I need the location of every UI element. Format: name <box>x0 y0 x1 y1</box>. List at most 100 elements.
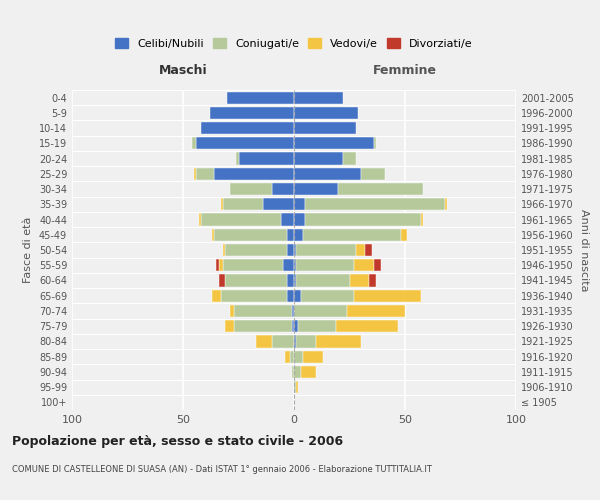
Bar <box>296 381 298 393</box>
Bar <box>296 259 354 272</box>
Bar <box>287 244 294 256</box>
Bar <box>294 228 303 241</box>
Bar <box>296 244 356 256</box>
Bar <box>225 274 287 286</box>
Bar <box>349 274 370 286</box>
Bar <box>192 137 196 149</box>
Bar <box>223 198 263 210</box>
Bar <box>347 305 405 317</box>
Bar <box>201 122 294 134</box>
Bar <box>223 244 225 256</box>
Bar <box>196 168 214 180</box>
Bar <box>234 305 292 317</box>
Y-axis label: Anni di nascita: Anni di nascita <box>579 209 589 291</box>
Bar <box>316 336 361 347</box>
Bar <box>292 320 294 332</box>
Bar <box>445 198 447 210</box>
Bar <box>301 366 316 378</box>
Bar <box>303 228 401 241</box>
Bar <box>225 244 287 256</box>
Bar <box>336 320 398 332</box>
Bar <box>199 214 201 226</box>
Bar <box>287 274 294 286</box>
Text: Maschi: Maschi <box>158 64 208 77</box>
Bar <box>421 214 423 226</box>
Bar <box>298 320 336 332</box>
Bar <box>365 244 372 256</box>
Bar <box>212 290 221 302</box>
Bar <box>263 198 294 210</box>
Bar <box>294 244 296 256</box>
Bar <box>230 305 234 317</box>
Bar <box>294 320 298 332</box>
Bar <box>294 290 301 302</box>
Bar <box>401 228 407 241</box>
Bar <box>294 137 374 149</box>
Bar <box>272 183 294 195</box>
Bar <box>374 137 376 149</box>
Bar <box>294 214 305 226</box>
Bar <box>303 350 323 363</box>
Bar <box>356 244 365 256</box>
Bar <box>294 336 296 347</box>
Y-axis label: Fasce di età: Fasce di età <box>23 217 33 283</box>
Bar <box>225 320 234 332</box>
Bar <box>223 259 283 272</box>
Bar <box>212 228 214 241</box>
Bar <box>218 259 223 272</box>
Bar <box>305 198 445 210</box>
Bar <box>301 290 354 302</box>
Bar <box>343 152 356 164</box>
Bar <box>285 350 290 363</box>
Bar <box>272 336 294 347</box>
Bar <box>294 259 296 272</box>
Bar <box>294 152 343 164</box>
Bar <box>294 381 296 393</box>
Bar <box>230 183 272 195</box>
Bar <box>370 274 376 286</box>
Bar <box>216 259 218 272</box>
Bar <box>214 168 294 180</box>
Bar <box>292 305 294 317</box>
Bar <box>194 168 196 180</box>
Bar <box>227 92 294 104</box>
Bar <box>221 290 287 302</box>
Bar <box>196 137 294 149</box>
Bar <box>221 198 223 210</box>
Bar <box>354 259 374 272</box>
Bar <box>296 336 316 347</box>
Bar <box>292 366 294 378</box>
Bar <box>294 198 305 210</box>
Bar <box>201 214 281 226</box>
Bar <box>287 290 294 302</box>
Bar <box>294 183 338 195</box>
Bar <box>294 350 303 363</box>
Bar <box>287 228 294 241</box>
Bar <box>234 320 292 332</box>
Bar <box>256 336 272 347</box>
Bar <box>296 274 349 286</box>
Bar <box>354 290 421 302</box>
Bar <box>239 152 294 164</box>
Bar <box>218 274 225 286</box>
Bar <box>294 92 343 104</box>
Text: Femmine: Femmine <box>373 64 437 77</box>
Bar <box>214 228 287 241</box>
Bar <box>283 259 294 272</box>
Bar <box>294 107 358 119</box>
Legend: Celibi/Nubili, Coniugati/e, Vedovi/e, Divorziati/e: Celibi/Nubili, Coniugati/e, Vedovi/e, Di… <box>115 38 473 48</box>
Bar <box>294 366 301 378</box>
Bar <box>281 214 294 226</box>
Bar <box>294 274 296 286</box>
Text: COMUNE DI CASTELLEONE DI SUASA (AN) - Dati ISTAT 1° gennaio 2006 - Elaborazione : COMUNE DI CASTELLEONE DI SUASA (AN) - Da… <box>12 465 432 474</box>
Bar <box>294 305 347 317</box>
Bar <box>294 122 356 134</box>
Text: Popolazione per età, sesso e stato civile - 2006: Popolazione per età, sesso e stato civil… <box>12 435 343 448</box>
Bar <box>290 350 294 363</box>
Bar <box>209 107 294 119</box>
Bar <box>361 168 385 180</box>
Bar <box>338 183 423 195</box>
Bar <box>374 259 380 272</box>
Bar <box>236 152 239 164</box>
Bar <box>294 168 361 180</box>
